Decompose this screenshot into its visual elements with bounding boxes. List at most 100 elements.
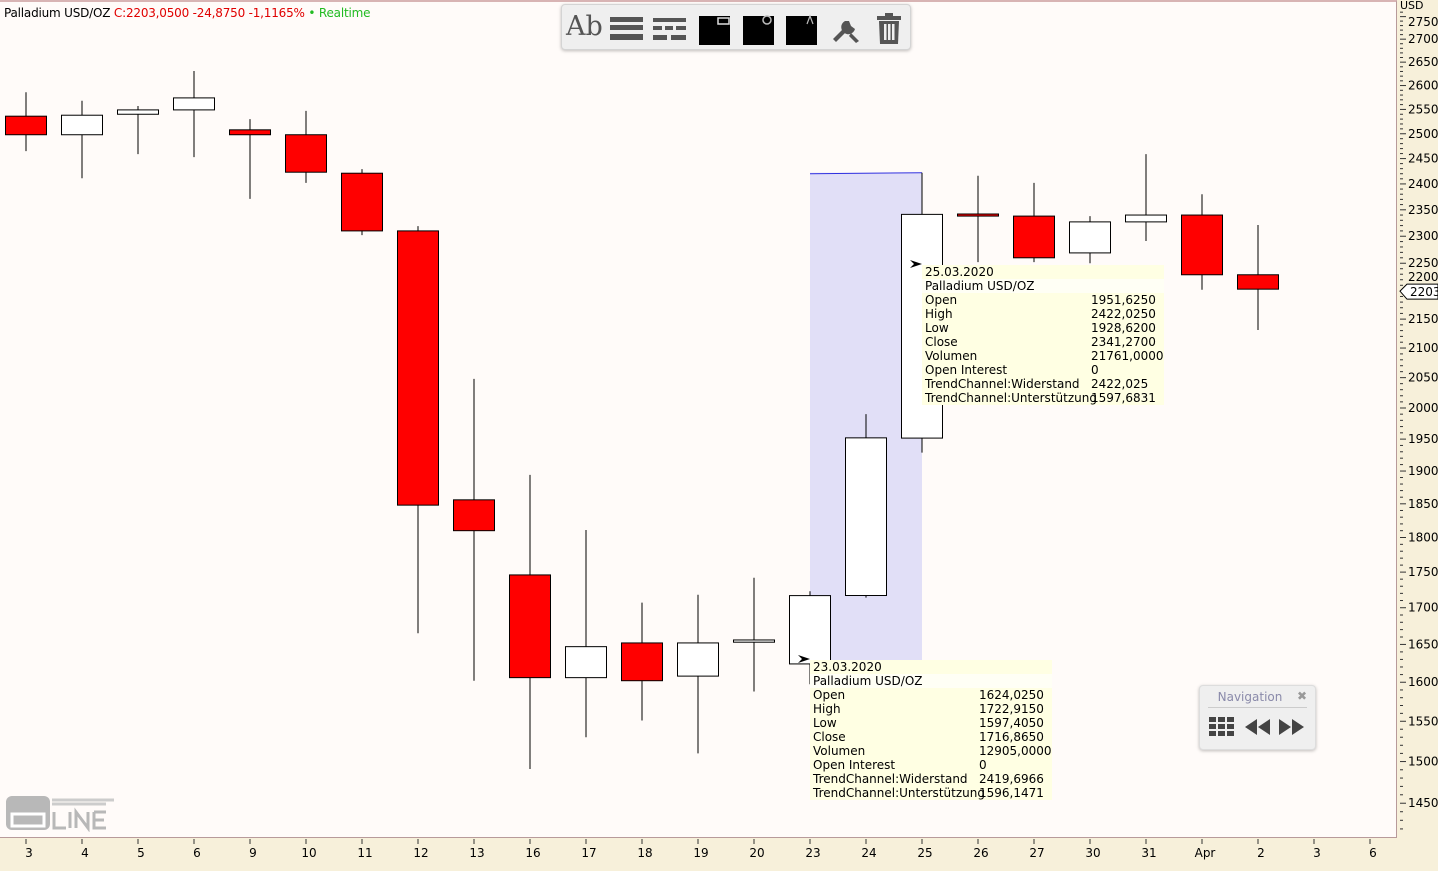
x-axis-label: 31 [1141,846,1156,860]
tooltip-value: 1624,0250 [979,688,1044,702]
y-axis-label: 2000, [1408,401,1438,415]
text-icon[interactable]: Ab [566,11,603,42]
tooltip-value: 1596,1471 [979,786,1044,800]
candle-body [1237,274,1279,290]
instrument-name: Palladium USD/OZ [4,6,111,20]
tooltip-value: 2422,0250 [1091,307,1156,321]
grid-icon[interactable] [1209,717,1235,739]
tooltip-value: 1951,6250 [1091,293,1156,307]
line-style-solid-icon[interactable] [610,9,644,45]
tooltip-value: 1597,6831 [1091,391,1156,405]
x-axis-label: 23 [805,846,820,860]
tooltip-date: 25.03.2020 [925,265,994,279]
candle-body [397,230,439,506]
candle-body [173,97,215,111]
tooltip-key: Open Interest [925,363,1008,377]
wrench-settings-icon[interactable] [829,9,863,45]
line-style-dashed-icon[interactable] [653,9,687,45]
tooltip-key: TrendChannel:Widerstand [813,772,968,786]
y-axis-label: 2550, [1408,102,1438,116]
y-axis-label: 2150, [1408,312,1438,326]
x-axis-label: 27 [1029,846,1044,860]
x-axis-label: 2 [1257,846,1265,860]
tooltip-value: 12905,0000 [979,744,1052,758]
tooltip-value: 1716,8650 [979,730,1044,744]
fill-color-bucket-icon[interactable] [742,9,776,45]
trend-channel-resistance-line [809,172,923,175]
fill-color-box-icon[interactable] [698,9,732,45]
y-axis-label: 2650, [1408,55,1438,69]
tooltip-key: Close [813,730,846,744]
tooltip-row: Open 1951,6250 [922,293,1164,307]
candle-tooltip-25-03: 25.03.2020 Palladium USD/OZ Open 1951,6250 H… [922,265,1164,405]
tooltip-key: TrendChannel:Widerstand [925,377,1080,391]
candle-body [5,115,47,136]
tooltip-row: Volumen 21761,0000 [922,349,1164,363]
current-price-tag [1399,283,1438,300]
tooltip-row: High 2422,0250 [922,307,1164,321]
candle-body [845,437,887,597]
candle-body [621,642,663,682]
candle-body [509,574,551,679]
x-axis-label: 20 [749,846,764,860]
tooltip-key: Volumen [813,744,866,758]
tooltip-value: 21761,0000 [1091,349,1164,363]
x-axis-label: 3 [25,846,33,860]
tooltip-row: Low 1597,4050 [810,716,1052,730]
candle-body [1013,215,1055,259]
x-axis-label: 24 [861,846,876,860]
x-axis-label: 9 [249,846,257,860]
realtime-dot-icon: • [308,6,316,20]
tooltip-row: Low 1928,6200 [922,321,1164,335]
tooltip-key: Open Interest [813,758,896,772]
y-axis-label: 1700, [1408,601,1438,615]
currency-label: USD [1400,0,1424,12]
divider [1208,707,1307,708]
tooltip-value: 1722,9150 [979,702,1044,716]
candle-tooltip-23-03: 23.03.2020 Palladium USD/OZ Open 1624,0250 H… [810,660,1052,800]
tooltip-key: TrendChannel:Unterstützung [813,786,985,800]
navigation-panel: Navigation ✖ [1199,685,1316,750]
tooltip-row: TrendChannel:Widerstand 2419,6966 [810,772,1052,786]
tooltip-value: 0 [1091,363,1099,377]
x-axis-label: 11 [357,846,372,860]
y-axis-label: 2400, [1408,177,1438,191]
price-change: C:2203,0500 -24,8750 -1,1165% [113,6,305,20]
navigation-title: Navigation [1217,690,1283,704]
tooltip-row: Open Interest 0 [810,758,1052,772]
close-icon[interactable]: ✖ [1296,689,1307,703]
x-axis-label: 25 [917,846,932,860]
tooltip-key: Open [925,293,958,307]
x-axis-label: 4 [81,846,89,860]
tooltip-key: Low [925,321,949,335]
y-axis-label: 2600, [1408,79,1438,93]
tradesignal-online-logo [6,796,114,832]
x-axis-label: 5 [137,846,145,860]
candle-body [1181,214,1223,276]
tooltip-key: High [925,307,953,321]
tooltip-pointer-icon [910,260,922,268]
tooltip-row: Close 2341,2700 [922,335,1164,349]
rewind-icon[interactable] [1245,719,1271,735]
tooltip-row: Close 1716,8650 [810,730,1052,744]
candle-body [453,499,495,532]
tooltip-instrument: Palladium USD/OZ [810,674,1052,688]
y-axis-label: 2200, [1408,270,1438,284]
trash-icon[interactable] [875,9,905,45]
y-axis-label: 2450, [1408,152,1438,166]
candle-body [117,109,159,115]
y-axis-label: 1550, [1408,714,1438,728]
x-axis-label: 18 [637,846,652,860]
y-axis-label: 1500, [1408,755,1438,769]
y-axis-label: 1600, [1408,675,1438,689]
y-axis-label: 2100, [1408,341,1438,355]
realtime-status: Realtime [318,6,371,20]
candle-body [565,646,607,679]
candle-body [957,213,999,217]
x-axis-label: 26 [973,846,988,860]
font-color-icon[interactable] [785,9,819,45]
fast-forward-icon[interactable] [1279,719,1305,735]
y-axis-label: 1750, [1408,565,1438,579]
x-axis-label: 12 [413,846,428,860]
candle-body [341,172,383,232]
